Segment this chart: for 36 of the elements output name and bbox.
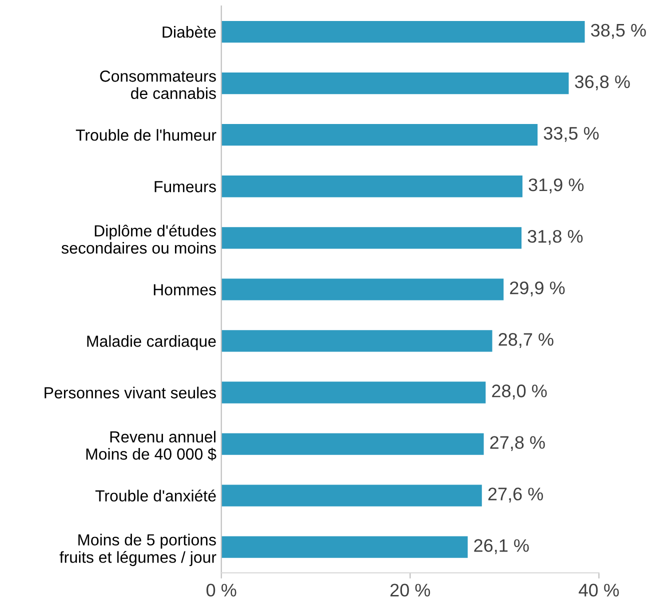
bar bbox=[221, 484, 482, 506]
data-label: 27,6 % bbox=[488, 488, 543, 503]
data-label: 33,5 % bbox=[544, 126, 599, 142]
data-label: 27,8 % bbox=[490, 436, 545, 452]
bar bbox=[221, 382, 486, 404]
y-tick-label: Trouble d'anxiété bbox=[95, 490, 216, 502]
y-tick-label: Hommes bbox=[154, 284, 216, 296]
x-tick-label: 40 % bbox=[578, 584, 619, 597]
x-tick-label: 0 % bbox=[206, 584, 236, 597]
data-label: 28,0 % bbox=[492, 384, 547, 400]
bar bbox=[221, 124, 538, 146]
bar bbox=[221, 330, 492, 352]
y-tick-label: Diabète bbox=[162, 26, 216, 38]
y-tick-label: Consommateurs de cannabis bbox=[100, 70, 216, 100]
x-tick-label: 20 % bbox=[390, 584, 430, 597]
bar bbox=[221, 278, 504, 300]
data-label: 29,9 % bbox=[510, 282, 565, 296]
bar bbox=[221, 176, 522, 198]
bar bbox=[221, 227, 522, 249]
y-tick-label: Revenu annuel Moins de 40 000 $ bbox=[86, 430, 216, 461]
bar bbox=[221, 433, 484, 455]
y-tick-label: Moins de 5 portions fruits et légumes / jour bbox=[60, 534, 216, 566]
data-label: 36,8 % bbox=[574, 75, 630, 90]
bar bbox=[221, 536, 468, 558]
data-label: 28,7 % bbox=[498, 333, 554, 348]
y-tick-label: Maladie cardiaque bbox=[87, 335, 216, 350]
data-label: 31,8 % bbox=[528, 230, 583, 245]
data-label: 38,5 % bbox=[591, 24, 646, 39]
bar bbox=[221, 72, 569, 94]
y-tick-label: Personnes vivant seules bbox=[44, 386, 216, 398]
bar bbox=[221, 20, 585, 43]
y-tick-label: Diplôme d'études secondaires ou moins bbox=[62, 224, 216, 254]
data-label: 26,1 % bbox=[474, 539, 529, 554]
y-tick-label: Trouble de l'humeur bbox=[76, 129, 216, 141]
y-tick-label: Fumeurs bbox=[154, 181, 216, 192]
data-label: 31,9 % bbox=[528, 178, 584, 194]
